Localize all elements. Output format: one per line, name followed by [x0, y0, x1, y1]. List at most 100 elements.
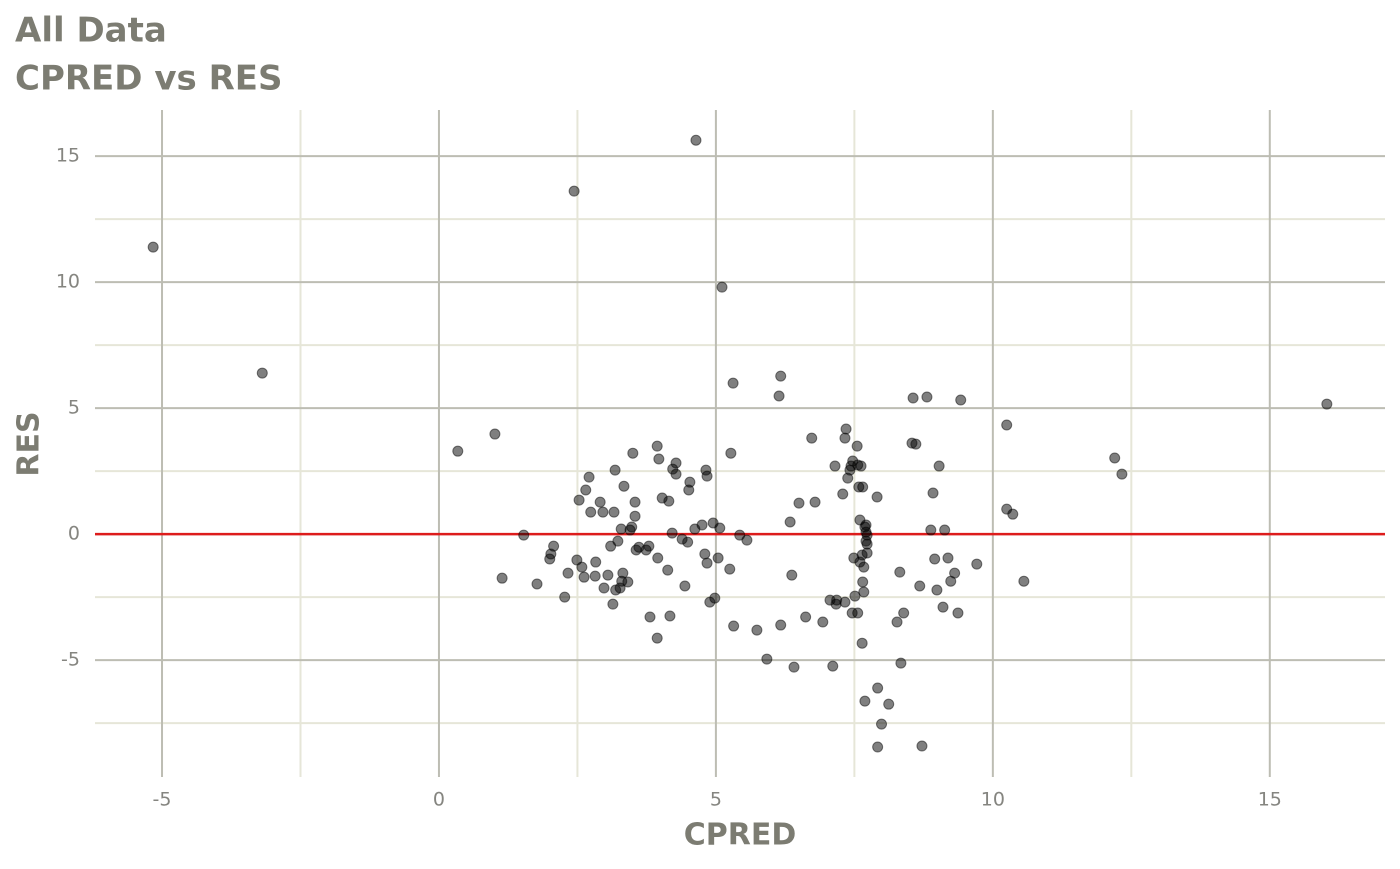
point: [643, 540, 655, 552]
point: [147, 241, 159, 253]
point: [568, 185, 580, 197]
point: [857, 576, 869, 588]
point: [872, 741, 884, 753]
point: [949, 567, 961, 579]
point: [629, 510, 641, 522]
point: [585, 506, 597, 518]
point: [856, 637, 868, 649]
point: [857, 481, 869, 493]
point: [939, 524, 951, 536]
point: [858, 561, 870, 573]
point: [724, 563, 736, 575]
point: [839, 432, 851, 444]
point: [666, 527, 678, 539]
point: [931, 584, 943, 596]
point: [629, 496, 641, 508]
point: [548, 540, 560, 552]
point: [827, 660, 839, 672]
point: [617, 567, 629, 579]
point: [725, 447, 737, 459]
point: [728, 620, 740, 632]
point: [1116, 468, 1128, 480]
point: [927, 487, 939, 499]
point: [670, 457, 682, 469]
point: [594, 496, 606, 508]
y-tick-label: 5: [68, 397, 80, 419]
point: [627, 447, 639, 459]
point: [952, 607, 964, 619]
point: [751, 624, 763, 636]
point: [682, 536, 694, 548]
point: [608, 506, 620, 518]
point: [872, 682, 884, 694]
point: [786, 569, 798, 581]
point: [580, 484, 592, 496]
point: [712, 552, 724, 564]
point: [793, 497, 805, 509]
point: [651, 440, 663, 452]
point: [907, 392, 919, 404]
point: [910, 438, 922, 450]
point: [573, 494, 585, 506]
point: [861, 529, 873, 541]
point: [1321, 398, 1333, 410]
point: [652, 552, 664, 564]
point: [663, 495, 675, 507]
point: [898, 607, 910, 619]
point: [664, 610, 676, 622]
point: [855, 460, 867, 472]
point: [699, 548, 711, 560]
point: [937, 601, 949, 613]
point: [518, 529, 530, 541]
point: [583, 471, 595, 483]
y-tick-label: 15: [56, 145, 80, 167]
point: [662, 564, 674, 576]
point: [607, 598, 619, 610]
point: [602, 569, 614, 581]
point: [452, 445, 464, 457]
x-axis-title: CPRED: [684, 818, 797, 853]
point: [942, 552, 954, 564]
point: [871, 491, 883, 503]
point: [716, 281, 728, 293]
point: [925, 524, 937, 536]
point: [894, 566, 906, 578]
point: [576, 561, 588, 573]
point: [773, 390, 785, 402]
point: [690, 134, 702, 146]
point: [679, 580, 691, 592]
point: [858, 586, 870, 598]
point: [670, 468, 682, 480]
point: [489, 428, 501, 440]
point: [559, 591, 571, 603]
point: [496, 572, 508, 584]
y-tick-label: 0: [68, 523, 80, 545]
point: [921, 391, 933, 403]
point: [644, 611, 656, 623]
point: [916, 740, 928, 752]
point: [852, 607, 864, 619]
point: [709, 592, 721, 604]
point: [784, 516, 796, 528]
point: [851, 440, 863, 452]
point: [895, 657, 907, 669]
point: [590, 556, 602, 568]
point: [1109, 452, 1121, 464]
x-tick-label: -5: [153, 789, 172, 811]
point: [701, 557, 713, 569]
point: [562, 567, 574, 579]
point: [612, 535, 624, 547]
point: [626, 521, 638, 533]
point: [929, 553, 941, 565]
point: [883, 698, 895, 710]
x-tick-label: 15: [1258, 789, 1282, 811]
point: [256, 367, 268, 379]
point: [684, 476, 696, 488]
point: [775, 370, 787, 382]
point: [876, 718, 888, 730]
point: [800, 611, 812, 623]
point: [598, 582, 610, 594]
x-tick-label: 5: [710, 789, 722, 811]
point: [727, 377, 739, 389]
